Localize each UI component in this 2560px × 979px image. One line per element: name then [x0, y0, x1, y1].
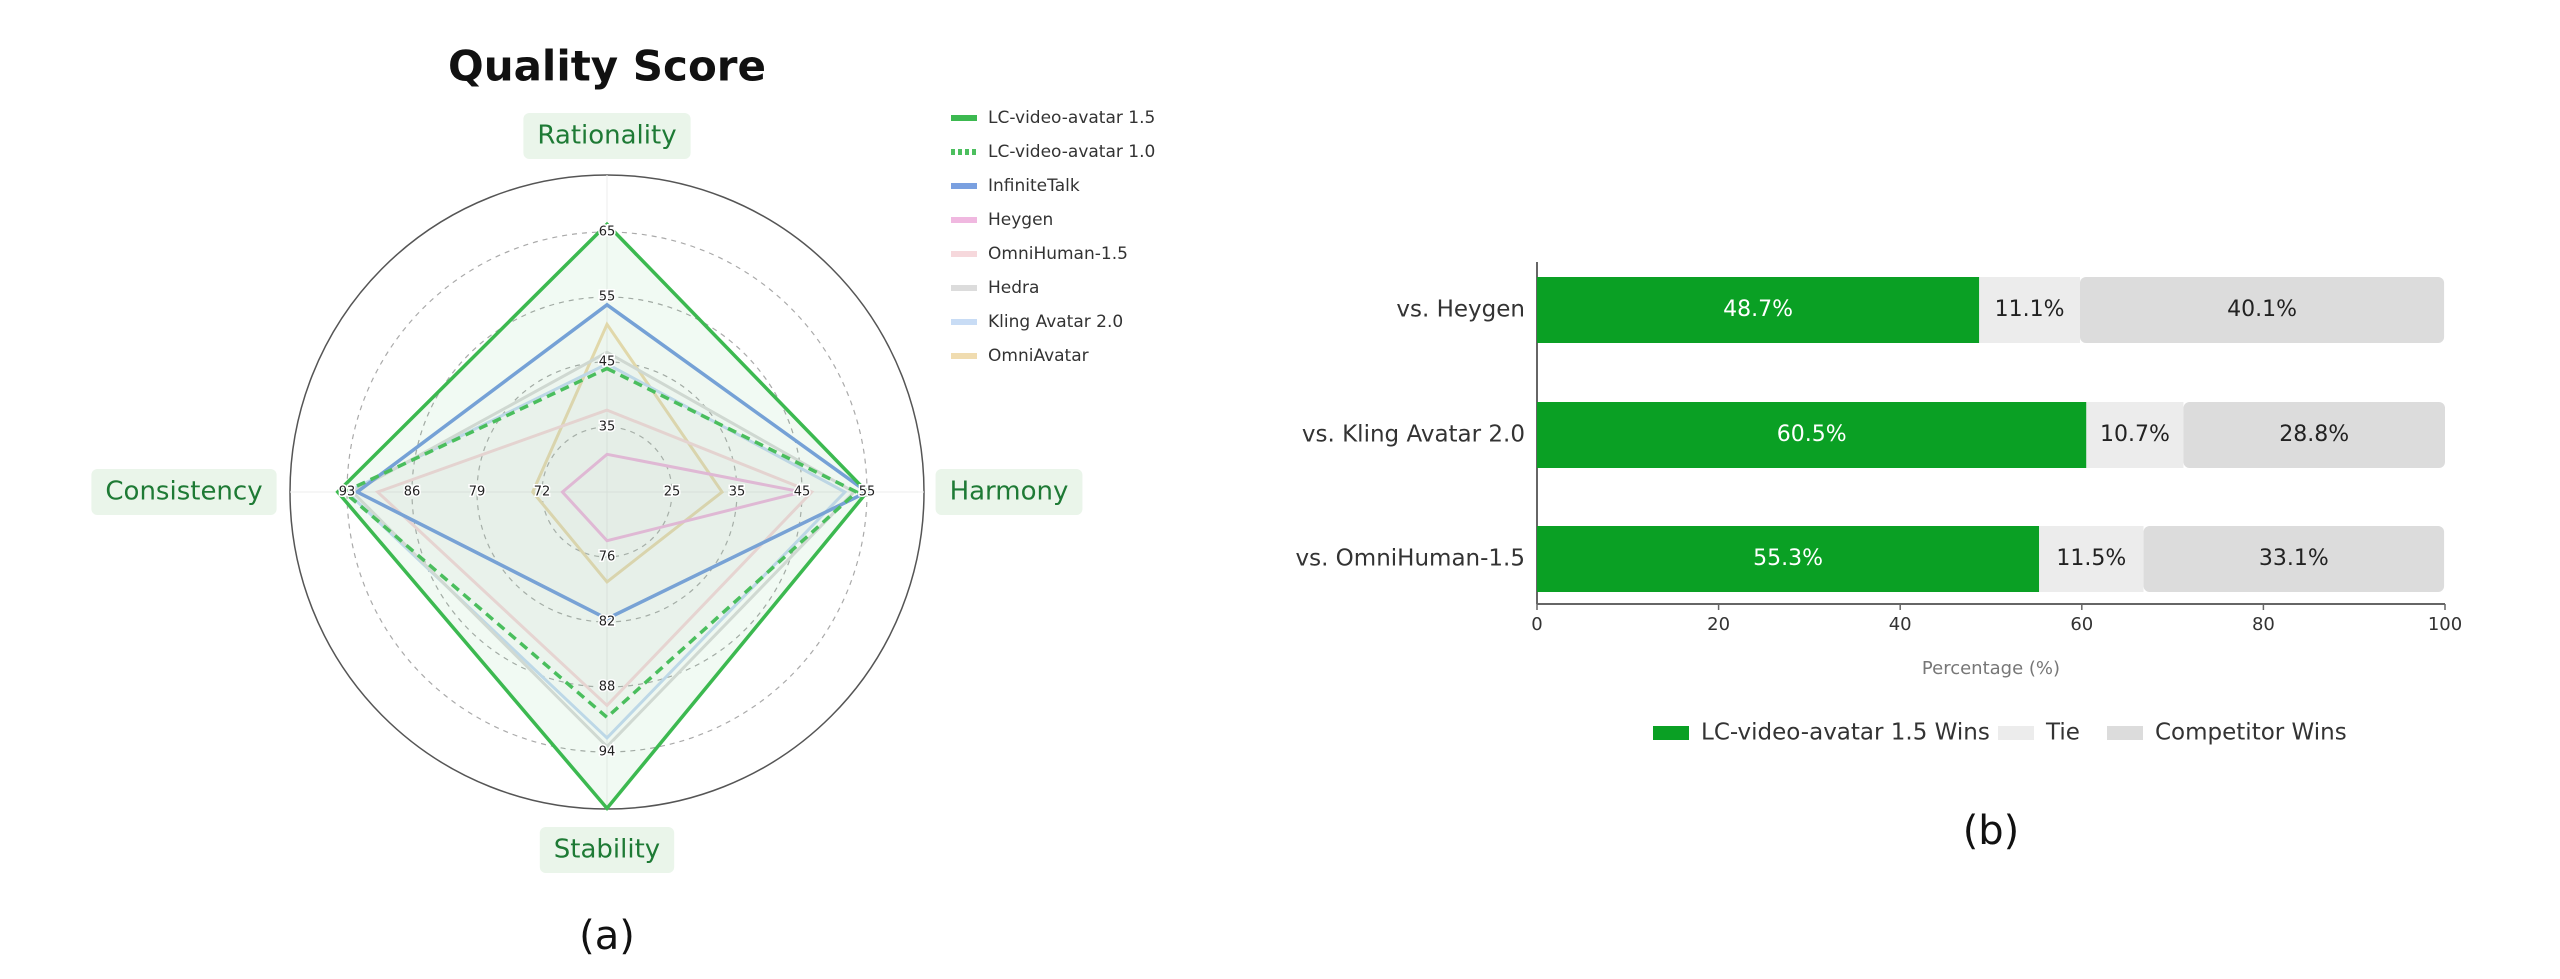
axis-label-box: Consistency	[91, 469, 277, 515]
axis-tick-label: 55	[599, 290, 616, 305]
axis-label-box: Rationality	[523, 113, 691, 159]
axis-tick-label: 25	[664, 485, 681, 500]
axis-tick-label: 82	[599, 615, 616, 630]
axis-tick-label: 93	[339, 485, 356, 500]
bar-value-label: 48.7%	[1723, 297, 1793, 322]
legend-label: LC-video-avatar 1.0	[988, 142, 1155, 162]
radar-line	[341, 366, 860, 720]
axis-label: Rationality	[537, 121, 676, 151]
bar-value-label: 11.1%	[1995, 297, 2065, 322]
legend-label: LC-video-avatar 1.5	[988, 108, 1155, 128]
axis-label: Harmony	[950, 477, 1069, 507]
radar-line	[560, 452, 803, 543]
x-tick-label: 40	[1889, 614, 1912, 635]
caption: (a)	[579, 913, 635, 959]
legend-label: LC-video-avatar 1.5 Wins	[1701, 720, 1990, 746]
bar-value-label: 40.1%	[2227, 297, 2297, 322]
bar-value-label: 33.1%	[2259, 546, 2329, 571]
legend-label: Heygen	[988, 210, 1053, 230]
axis-label-box: Stability	[539, 827, 675, 873]
axis-label: Stability	[554, 835, 660, 865]
radar-line	[374, 408, 815, 708]
category-label: vs. OmniHuman-1.5	[1295, 546, 1525, 572]
legend-label: Hedra	[988, 278, 1039, 298]
bar-segment	[1537, 277, 1980, 343]
axis-tick-label: 86	[404, 485, 421, 500]
axis-label-box: Harmony	[935, 469, 1083, 515]
x-axis-label: Percentage (%)	[1922, 658, 2060, 679]
axis-tick-label: 45	[599, 355, 616, 370]
category-label: vs. Heygen	[1396, 297, 1525, 323]
bar-segment	[1537, 402, 2087, 468]
axis-tick-label: 45	[794, 485, 811, 500]
bar-segment	[1979, 277, 2080, 343]
radar-line	[350, 350, 857, 749]
bar-segment	[2183, 402, 2445, 468]
bar-value-label: 10.7%	[2100, 422, 2170, 447]
bar-segment	[1537, 526, 2040, 592]
bar-segment	[2086, 402, 2184, 468]
bar-value-label: 60.5%	[1777, 422, 1847, 447]
legend-swatch	[2107, 726, 2143, 740]
legend-label: Kling Avatar 2.0	[988, 312, 1123, 332]
x-tick-label: 60	[2070, 614, 2093, 635]
x-tick-label: 80	[2252, 614, 2275, 635]
radar-line	[353, 302, 871, 621]
bar-segment	[2039, 526, 2144, 592]
caption: (b)	[1963, 808, 2020, 854]
axis-tick-label: 72	[534, 485, 551, 500]
chart-title: Quality Score	[448, 42, 766, 91]
axis-tick-label: 76	[599, 550, 616, 565]
axis-label: Consistency	[105, 477, 262, 507]
bar-value-label: 11.5%	[2056, 546, 2126, 571]
x-tick-label: 0	[1531, 614, 1542, 635]
legend-label: Tie	[2045, 720, 2080, 746]
axis-tick-label: 35	[599, 420, 616, 435]
bar-segment	[2079, 277, 2445, 343]
axis-tick-label: 94	[599, 745, 616, 760]
axis-label-bg	[91, 469, 277, 515]
radar-line	[335, 221, 870, 812]
axis-tick-label: 79	[469, 485, 486, 500]
bar-segment	[2143, 526, 2445, 592]
radar-line	[530, 321, 725, 584]
legend-swatch	[1998, 726, 2034, 740]
axis-label-bg	[935, 469, 1083, 515]
x-tick-label: 20	[1707, 614, 1730, 635]
category-label: vs. Kling Avatar 2.0	[1302, 422, 1525, 448]
axis-tick-label: 35	[729, 485, 746, 500]
legend-label: OmniHuman-1.5	[988, 244, 1128, 264]
legend-label: Competitor Wins	[2155, 720, 2347, 746]
axis-label-bg	[539, 827, 675, 873]
bar-value-label: 55.3%	[1753, 546, 1823, 571]
axis-tick-label: 55	[859, 485, 876, 500]
x-tick-label: 100	[2428, 614, 2462, 635]
axis-tick-label: 88	[599, 680, 616, 695]
bar-value-label: 28.8%	[2279, 422, 2349, 447]
axis-tick-label: 65	[599, 225, 616, 240]
axis-label-bg	[523, 113, 691, 159]
legend-swatch	[1653, 726, 1689, 740]
legend-label: InfiniteTalk	[988, 176, 1080, 196]
legend-label: OmniAvatar	[988, 346, 1089, 366]
